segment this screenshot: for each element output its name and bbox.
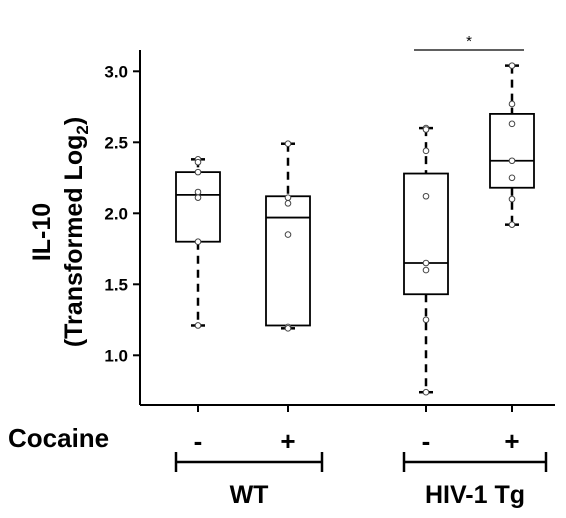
data-point: [194, 158, 202, 166]
data-point: [422, 147, 430, 155]
box-2: [265, 140, 311, 332]
group-bracket: WT: [174, 452, 324, 509]
y-tick-label: 2.5: [104, 133, 128, 152]
data-point: [508, 120, 516, 128]
data-point: [194, 194, 202, 201]
group-bracket: HIV-1 Tg: [402, 452, 548, 509]
x-ticks: [197, 405, 513, 412]
data-point: [422, 266, 430, 274]
data-point: [508, 195, 516, 203]
y-axis-label-line2: (Transformed Log2): [60, 117, 92, 347]
axes: [139, 50, 555, 406]
data-point: [422, 388, 430, 396]
data-point: [508, 157, 516, 165]
data-point: [508, 221, 516, 228]
y-tick-label: 1.0: [104, 346, 128, 365]
y-tick-label: 2.0: [104, 204, 128, 223]
cocaine-labels: - + - +: [194, 426, 520, 456]
data-point: [284, 140, 292, 148]
y-ticks: 1.0 1.5 2.0 2.5 3.0: [104, 62, 140, 365]
data-point: [284, 325, 292, 332]
data-point: [194, 188, 202, 196]
group-label: HIV-1 Tg: [425, 481, 525, 509]
factor-label: Cocaine: [8, 423, 109, 453]
data-point: [508, 62, 516, 69]
data-point: [422, 192, 430, 200]
significance-label: *: [466, 33, 472, 50]
data-point: [508, 174, 516, 182]
data-point: [284, 194, 292, 201]
data-point: [422, 259, 430, 267]
significance-annotations: *: [414, 33, 524, 51]
cocaine-label: +: [504, 426, 519, 456]
cocaine-label: -: [194, 426, 203, 456]
y-axis-label-line1: IL-10: [28, 203, 56, 261]
y-axis-label-subscript: 2: [73, 125, 92, 134]
data-point: [194, 322, 202, 329]
box-1: [175, 156, 221, 329]
boxes: [175, 62, 535, 396]
y-axis-label: IL-10 (Transformed Log2): [28, 117, 92, 347]
data-point: [284, 231, 292, 238]
box-iqr: [403, 172, 449, 296]
y-tick-label: 1.5: [104, 275, 128, 294]
box-iqr: [175, 171, 221, 243]
data-point: [508, 100, 516, 108]
cocaine-label: -: [422, 426, 431, 456]
cocaine-label: +: [280, 426, 295, 456]
box-3: [403, 124, 449, 396]
y-axis-label-close: ): [60, 117, 88, 125]
data-point: [422, 126, 430, 133]
box-iqr: [265, 195, 311, 327]
data-point: [194, 238, 202, 245]
y-axis-label-main: (Transformed Log: [60, 135, 88, 348]
group-brackets: WT HIV-1 Tg: [174, 452, 548, 509]
box-4: [489, 62, 535, 228]
group-label: WT: [230, 481, 269, 509]
data-point: [194, 168, 202, 176]
data-point: [284, 200, 292, 207]
y-tick-label: 3.0: [104, 62, 128, 81]
data-point: [422, 316, 430, 324]
